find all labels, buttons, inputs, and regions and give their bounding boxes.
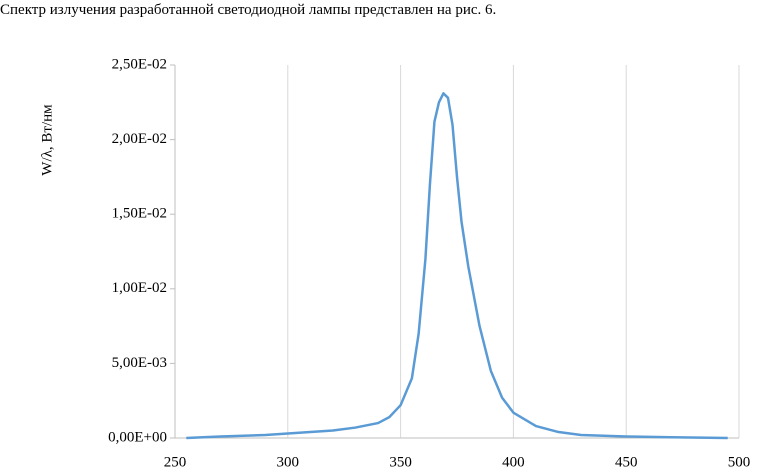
- x-tick-label: 450: [615, 454, 638, 470]
- x-tick-label: 300: [277, 454, 300, 470]
- paragraph: Спектр излучения разработанной светодиод…: [0, 2, 497, 18]
- y-tick-label: 5,00E-03: [112, 355, 167, 371]
- x-tick-label: 350: [389, 454, 412, 470]
- x-tick-label: 400: [502, 454, 525, 470]
- y-tick-label: 0,00E+00: [108, 429, 167, 445]
- series-line: [186, 92, 728, 440]
- y-tick-label: 2,50E-02: [112, 56, 167, 72]
- y-tick-label: 1,00E-02: [112, 280, 167, 296]
- y-tick-label: 2,00E-02: [112, 131, 167, 147]
- y-axis-label: W/λ, Вт/нм: [39, 104, 55, 176]
- x-tick-label: 250: [164, 454, 187, 470]
- x-tick-label: 500: [728, 454, 751, 470]
- y-tick-label: 1,50E-02: [112, 206, 167, 222]
